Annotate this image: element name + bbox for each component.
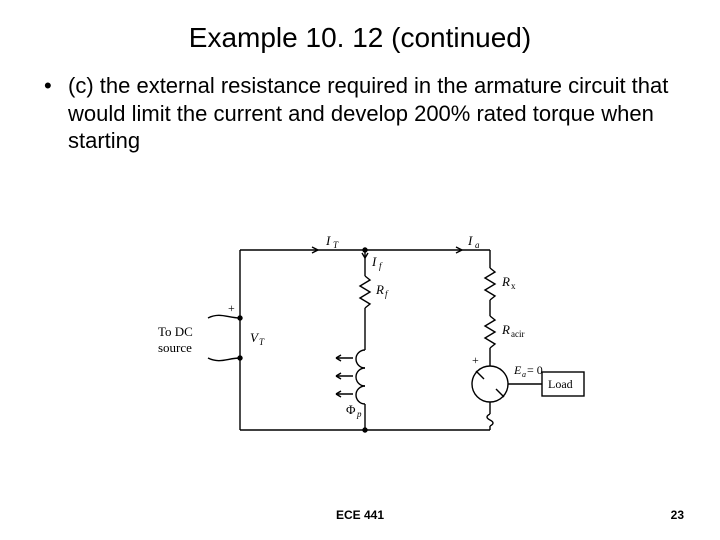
label-Ea: E: [513, 363, 522, 377]
label-Rx: R: [501, 274, 510, 289]
label-Phi-sub: p: [356, 409, 362, 419]
slide-title: Example 10. 12 (continued): [0, 0, 720, 54]
footer-course: ECE 441: [0, 508, 720, 522]
label-Ia-sub: a: [475, 240, 480, 250]
label-Vt-sub: T: [259, 337, 265, 347]
bullet-marker: •: [44, 72, 68, 100]
label-Ea-sub: a: [522, 370, 526, 379]
circuit-diagram: + Load: [150, 230, 590, 460]
label-Rf-sub: f: [385, 289, 389, 299]
bullet-item: • (c) the external resistance required i…: [0, 54, 720, 155]
label-Ia: I: [467, 233, 473, 248]
label-Phi: Φ: [346, 402, 356, 417]
plus-source: +: [228, 301, 235, 315]
label-Rf: R: [375, 282, 384, 297]
bullet-text: (c) the external resistance required in …: [68, 72, 676, 155]
plus-armature: +: [472, 353, 479, 367]
label-Rx-sub: x: [511, 281, 516, 291]
load-label: Load: [548, 377, 573, 391]
slide: { "title": "Example 10. 12 (continued)",…: [0, 0, 720, 540]
label-Racir-sub: acir: [511, 329, 525, 339]
label-src1: To DC: [158, 324, 193, 339]
label-Racir: R: [501, 322, 510, 337]
label-It-sub: T: [333, 240, 339, 250]
label-It: I: [325, 233, 331, 248]
label-If: I: [371, 254, 377, 269]
footer-page: 23: [671, 508, 684, 522]
label-src2: source: [158, 340, 192, 355]
label-If-sub: f: [379, 261, 383, 271]
label-Ea-eq: = 0: [527, 363, 543, 377]
